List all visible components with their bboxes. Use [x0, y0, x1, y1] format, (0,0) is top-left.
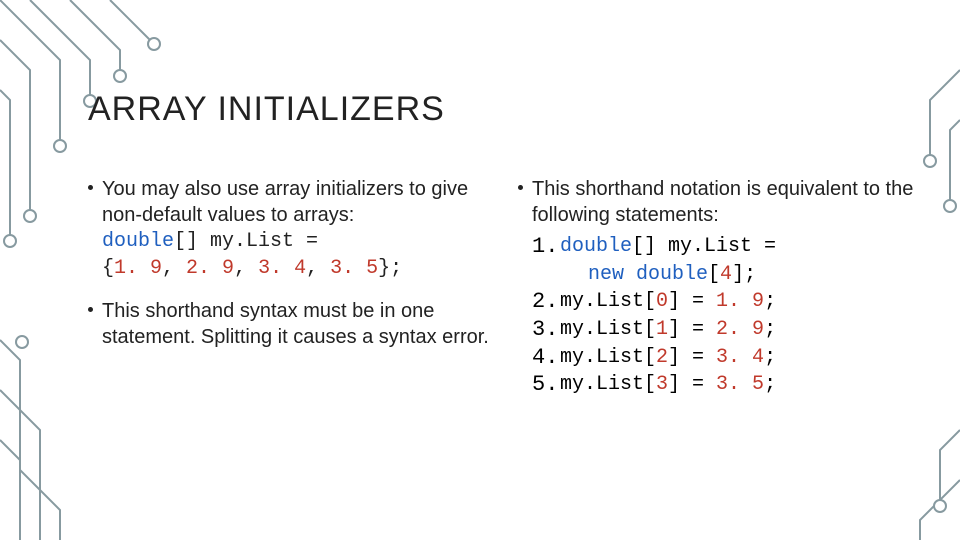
list-item: my.List[0] = 1. 9; — [532, 287, 930, 315]
list-item: my.List[2] = 3. 4; — [532, 343, 930, 371]
slide-title: ARRAY INITIALIZERS — [88, 90, 930, 129]
bullet-3: This shorthand notation is equivalent to… — [518, 177, 930, 228]
code-line-2: {1. 9, 2. 9, 3. 4, 3. 5}; — [102, 257, 402, 280]
bullet-2-text: This shorthand syntax must be in one sta… — [102, 300, 489, 348]
bullet-1-text: You may also use array initializers to g… — [102, 178, 468, 226]
bullet-dot-icon — [518, 185, 523, 190]
bullet-dot-icon — [88, 307, 93, 312]
list-item: my.List[3] = 3. 5; — [532, 370, 930, 398]
two-column-layout: You may also use array initializers to g… — [88, 177, 930, 398]
bullet-2: This shorthand syntax must be in one sta… — [88, 299, 500, 350]
list-item: double[] my.List = new double[4]; — [532, 232, 930, 287]
bullet-dot-icon — [88, 185, 93, 190]
bullet-1: You may also use array initializers to g… — [88, 177, 500, 281]
left-column: You may also use array initializers to g… — [88, 177, 500, 398]
code-line-1: double[] my.List = — [102, 230, 318, 253]
list-item: my.List[1] = 2. 9; — [532, 315, 930, 343]
slide-content: ARRAY INITIALIZERS You may also use arra… — [88, 90, 930, 398]
numbered-code-list: double[] my.List = new double[4]; my.Lis… — [518, 232, 930, 398]
bullet-3-text: This shorthand notation is equivalent to… — [532, 178, 913, 226]
right-column: This shorthand notation is equivalent to… — [518, 177, 930, 398]
